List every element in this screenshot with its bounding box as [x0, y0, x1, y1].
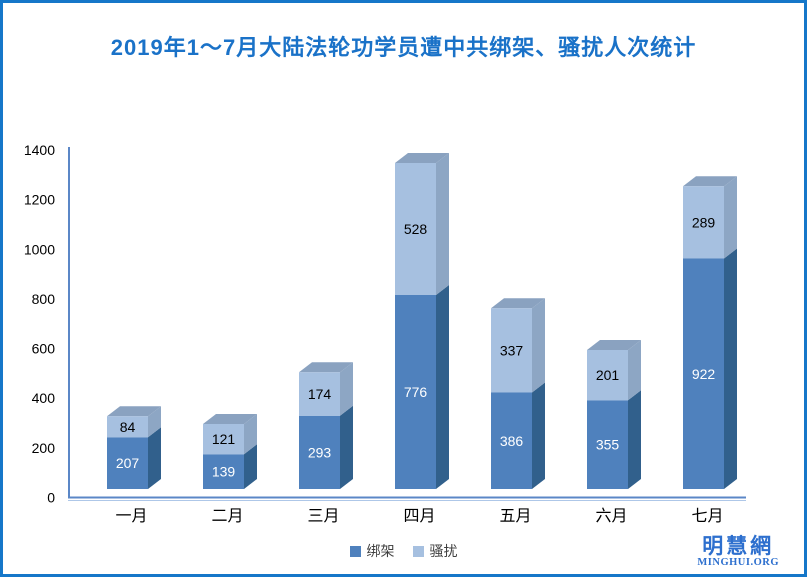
bar-segment-front [395, 295, 436, 489]
bar-segment-top [587, 340, 641, 350]
bar-value-label: 776 [404, 384, 428, 400]
bar-segment-front [203, 424, 244, 455]
bar-value-label: 528 [404, 221, 428, 237]
bar-segment-side [148, 427, 161, 489]
bar-segment-top [299, 362, 353, 373]
y-tick-label: 200 [32, 440, 56, 456]
x-category-label: 一月 [115, 508, 147, 525]
y-tick-label: 1400 [24, 142, 55, 158]
logo-chinese-text: 明慧網 [702, 533, 775, 559]
chart-title: 2019年1～7月大陆法轮功学员遭中共绑架、骚扰人次统计 [110, 35, 697, 60]
legend-item: 绑架 [349, 541, 395, 561]
bar-segment-front [107, 416, 148, 438]
bar-value-label: 121 [212, 431, 236, 447]
bar-segment-front [107, 437, 148, 489]
bar-segment-side [340, 405, 353, 489]
y-tick-label: 1000 [24, 241, 55, 257]
bar-segment-side [436, 285, 449, 489]
bar-segment-side [628, 340, 641, 401]
y-tick-label: 1200 [24, 192, 55, 208]
bar-segment-side [244, 444, 257, 489]
bar-segment-top [683, 176, 737, 187]
x-category-label: 三月 [307, 508, 339, 525]
y-tick-label: 0 [47, 490, 55, 506]
y-tick-label: 600 [32, 341, 56, 357]
bar-value-label: 201 [596, 367, 620, 383]
bar-value-label: 174 [308, 386, 332, 402]
bar-segment-top [203, 414, 257, 424]
bar-segment-top [491, 298, 545, 309]
logo-english-text: MINGHUI.ORG [697, 557, 779, 569]
bar-segment-front [683, 258, 724, 489]
bar-segment-side [628, 390, 641, 489]
bar-segment-front [491, 392, 532, 489]
bar-value-label: 355 [596, 437, 620, 453]
bar-value-label: 139 [212, 464, 236, 480]
bar-segment-side [148, 406, 161, 438]
bar-segment-side [532, 298, 545, 393]
bar-segment-front [203, 454, 244, 489]
bar-value-label: 207 [116, 455, 140, 471]
bar-segment-front [491, 308, 532, 393]
legend-label: 绑架 [366, 543, 395, 559]
legend-swatch [349, 545, 361, 557]
y-tick-label: 800 [32, 291, 56, 307]
bar-value-label: 922 [692, 366, 716, 382]
bar-segment-side [340, 362, 353, 416]
minghui-logo: 明慧網 MINGHUI.ORG [697, 534, 779, 569]
bar-segment-front [299, 415, 340, 489]
bar-segment-front [299, 372, 340, 416]
x-category-label: 四月 [403, 508, 435, 525]
bar-segment-front [587, 400, 628, 489]
bar-segment-side [436, 153, 449, 295]
x-category-label: 七月 [691, 507, 723, 525]
bar-segment-side [532, 382, 545, 489]
x-category-label: 二月 [211, 508, 243, 525]
bar-segment-top [395, 153, 449, 163]
bar-value-label: 289 [692, 214, 716, 230]
bar-value-label: 84 [120, 419, 136, 435]
bar-value-label: 337 [500, 342, 524, 358]
bar-segment-side [244, 414, 257, 455]
legend: 绑架 骚扰 [0, 541, 807, 561]
bar-value-label: 293 [308, 444, 332, 460]
bar-segment-front [395, 163, 436, 295]
bar-segment-side [724, 248, 737, 489]
bar-segment-front [587, 350, 628, 401]
x-category-label: 五月 [499, 508, 531, 525]
x-category-label: 六月 [595, 507, 627, 525]
legend-label: 骚扰 [429, 543, 458, 559]
y-tick-label: 400 [32, 390, 56, 406]
legend-swatch [412, 545, 424, 557]
bar-segment-side [724, 176, 737, 259]
bar-value-label: 386 [500, 433, 524, 449]
bar-segment-front [683, 186, 724, 259]
legend-item: 骚扰 [412, 541, 458, 561]
bar-segment-top [107, 406, 161, 417]
